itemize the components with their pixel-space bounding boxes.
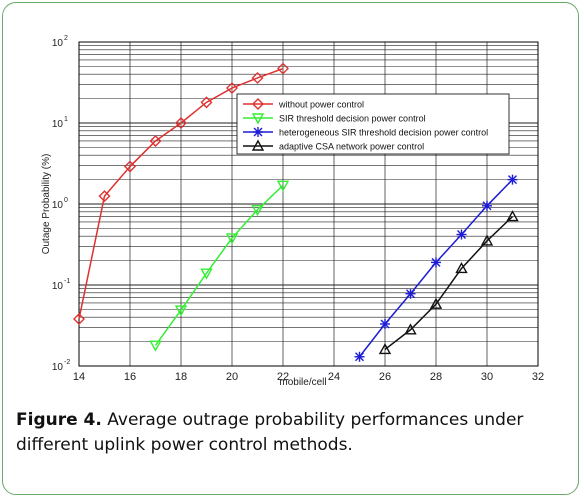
series-diamond <box>73 62 289 326</box>
data-point-triangle-up <box>429 297 443 309</box>
legend-item: without power control <box>243 98 364 110</box>
y-tick-base: 10 <box>52 119 64 130</box>
y-axis-label: Outage Probability (%) <box>41 154 52 255</box>
data-point-triangle-up <box>480 234 494 246</box>
figure-caption: Figure 4. Average outrage probability pe… <box>16 408 561 458</box>
data-point-diamond <box>149 134 162 147</box>
series-star <box>354 174 518 362</box>
data-point-triangle-down <box>251 113 265 125</box>
x-tick-label: 18 <box>175 371 187 383</box>
data-point-triangle-up <box>378 343 392 355</box>
data-point-star <box>456 229 467 240</box>
data-point-diamond <box>226 82 238 95</box>
data-point-diamond <box>124 160 136 173</box>
x-tick-label: 20 <box>226 371 238 383</box>
legend-box <box>236 93 510 155</box>
series-triangle-up <box>378 210 519 355</box>
legend: without power control SIR threshold decis… <box>236 93 510 155</box>
x-tick-label: 28 <box>430 371 442 383</box>
y-tick-exponent: 0 <box>64 197 68 204</box>
data-point-triangle-down <box>174 305 188 317</box>
data-point-triangle-down <box>251 205 264 217</box>
data-point-diamond <box>252 98 264 110</box>
data-point-diamond <box>251 71 264 84</box>
legend-label: without power control <box>278 100 364 110</box>
x-axis-label: mobile/cell <box>279 377 326 388</box>
x-tick-label: 26 <box>379 371 391 383</box>
plot-border <box>78 41 539 367</box>
data-point-star <box>253 127 263 137</box>
data-point-diamond <box>200 96 213 109</box>
data-point-star <box>405 288 416 299</box>
star-stroke <box>253 127 263 137</box>
data-point-star <box>354 351 365 362</box>
data-point-triangle-down <box>149 340 162 352</box>
star-stroke <box>457 230 466 240</box>
data-point-diamond <box>98 190 111 203</box>
x-tick-label: 14 <box>73 371 85 383</box>
y-tick-base: 10 <box>52 362 64 373</box>
data-point-star <box>507 174 518 185</box>
data-point-triangle-up <box>455 262 468 274</box>
star-stroke <box>355 352 364 362</box>
y-tick-exponent: -1 <box>64 278 70 285</box>
data-point-star <box>380 319 390 330</box>
star-stroke <box>508 175 517 185</box>
y-tick-exponent: 2 <box>64 35 68 42</box>
series-line <box>78 67 284 320</box>
data-point-star <box>431 257 441 268</box>
legend-label: adaptive CSA network power control <box>279 142 424 152</box>
x-tick-label: 30 <box>481 371 493 383</box>
legend-item: SIR threshold decision power control <box>243 113 426 125</box>
y-tick-label: 10 -2 <box>52 359 70 373</box>
legend-label: SIR threshold decision power control <box>279 114 426 124</box>
y-tick-base: 10 <box>52 200 64 211</box>
y-tick-exponent: -2 <box>64 359 70 366</box>
figure-caption-text: Average outrage probability performances… <box>16 410 524 455</box>
y-tick-label: 10 0 <box>52 197 68 211</box>
data-point-diamond <box>175 117 187 129</box>
figure-label: Figure 4. <box>16 410 102 430</box>
data-point-triangle-up <box>251 139 265 151</box>
star-stroke <box>380 319 390 329</box>
y-tick-exponent: 1 <box>64 116 68 123</box>
y-tick-label: 10 1 <box>52 116 68 130</box>
y-tick-label: 10 2 <box>52 35 68 49</box>
data-point-star <box>482 200 492 211</box>
series-triangle-down <box>149 180 290 352</box>
data-point-diamond <box>277 62 289 75</box>
x-tick-label: 16 <box>124 371 136 383</box>
star-stroke <box>431 257 441 267</box>
x-tick-label: 24 <box>328 371 340 383</box>
star-stroke <box>406 289 415 299</box>
data-point-diamond <box>73 313 85 326</box>
data-point-triangle-down <box>276 180 290 192</box>
data-point-triangle-up <box>404 323 417 335</box>
data-point-triangle-down <box>225 233 239 245</box>
y-tick-label: 10 -1 <box>52 278 70 292</box>
legend-item: heterogeneous SIR threshold decision pow… <box>243 127 488 138</box>
x-tick-label: 22 <box>277 371 289 383</box>
y-tick-base: 10 <box>52 38 64 49</box>
data-point-triangle-up <box>506 210 519 222</box>
star-stroke <box>482 201 492 211</box>
legend-item: adaptive CSA network power control <box>243 139 424 152</box>
data-point-triangle-down <box>200 268 213 280</box>
legend-label: heterogeneous SIR threshold decision pow… <box>279 128 488 138</box>
y-tick-base: 10 <box>52 281 64 292</box>
x-tick-label: 32 <box>532 371 544 383</box>
